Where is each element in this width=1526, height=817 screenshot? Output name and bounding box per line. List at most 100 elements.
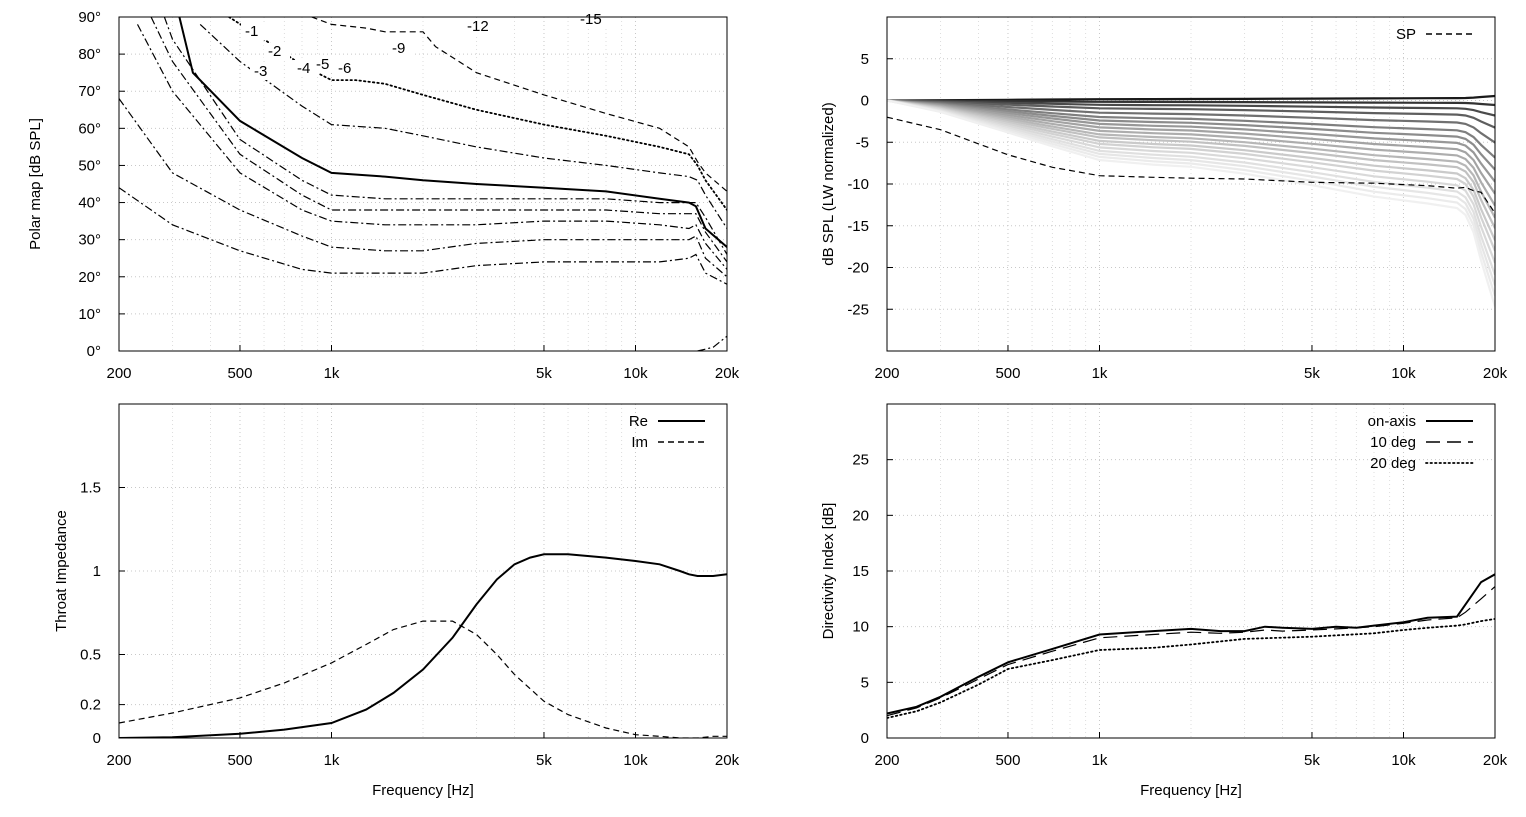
- y-tick-label: -10: [847, 176, 869, 193]
- y-axis-label: dB SPL (LW normalized): [820, 102, 837, 265]
- panel-polar: 200 500 1k 5k 10k 20k 0° 10° 20° 30° 40° 50° 60° 70° 8…: [27, 9, 740, 382]
- polar-angle-curve: [887, 99, 1495, 144]
- polar-angle-curve: [887, 99, 1495, 252]
- contour-label-bg: [312, 56, 338, 73]
- x-axis-label: Frequency [Hz]: [372, 782, 474, 799]
- legend-label: Re: [629, 413, 648, 430]
- polar-angle-curve: [887, 99, 1495, 207]
- polar-angle-curve: [887, 99, 1495, 307]
- contour-label-bg: [250, 63, 276, 80]
- x-tick-label: 20k: [1483, 365, 1508, 382]
- x-tick-label: 5k: [536, 365, 552, 382]
- polar-angle-curve: [887, 99, 1495, 195]
- legend-label: SP: [1396, 26, 1416, 43]
- x-tick-label: 5k: [1304, 752, 1320, 769]
- y-tick-label: 80°: [78, 46, 101, 63]
- x-tick-label: 500: [995, 365, 1020, 382]
- y-tick-label: -20: [847, 260, 869, 277]
- y-tick-label: 1.5: [80, 480, 101, 497]
- polar-angle-curve: [887, 99, 1495, 129]
- polar-angle-curve: [887, 99, 1495, 241]
- polar-angle-curve: [887, 99, 1495, 107]
- series-3-line: [136, 24, 727, 270]
- y-tick-label: 0: [861, 730, 869, 747]
- polar-angle-curve: [887, 99, 1495, 276]
- y-tick-label: 40°: [78, 195, 101, 212]
- plot-frame: [886, 403, 1496, 739]
- y-tick-label: 70°: [78, 83, 101, 100]
- x-tick-label: 200: [106, 752, 131, 769]
- x-tick-label: 10k: [1391, 752, 1416, 769]
- legend-label: on-axis: [1368, 413, 1416, 430]
- series-4-line: [150, 17, 727, 263]
- contour-label: -6: [338, 60, 351, 77]
- x-tick-label: 500: [227, 752, 252, 769]
- plot-frame: [118, 403, 728, 739]
- x-tick-label: 200: [106, 365, 131, 382]
- y-tick-label: 5: [861, 674, 869, 691]
- contour-label-bg: [334, 60, 360, 77]
- series-15-line: [311, 17, 727, 192]
- y-tick-label: 0: [861, 93, 869, 110]
- y-tick-label: -15: [847, 218, 869, 235]
- x-tick-label: 1k: [1092, 365, 1108, 382]
- y-tick-label: 5: [861, 51, 869, 68]
- polar-angle-curve: [887, 99, 1495, 171]
- polar-angle-curve: [887, 99, 1495, 286]
- x-axis-label: Frequency [Hz]: [1140, 782, 1242, 799]
- plot-frame: [886, 16, 1496, 352]
- y-tick-label: 90°: [78, 9, 101, 26]
- y-axis-label: Throat Impedance: [53, 510, 70, 632]
- polar-angle-curve: [887, 99, 1495, 183]
- contour-label: -1: [245, 23, 258, 40]
- x-tick-label: 1k: [324, 752, 340, 769]
- contour-label-bg: [264, 43, 290, 60]
- panel-impedance: 200 500 1k 5k 10k 20k 0 0.2 0.5 1 1.5 Throat Impeda…: [53, 403, 740, 799]
- x-tick-label: 500: [995, 752, 1020, 769]
- x-tick-label: 10k: [623, 752, 648, 769]
- y-tick-label: 10°: [78, 306, 101, 323]
- series-5-line: [163, 17, 727, 255]
- x-tick-label: 200: [874, 752, 899, 769]
- y-tick-label: 1: [93, 563, 101, 580]
- x-tick-label: 20k: [715, 752, 740, 769]
- polar-angle-curve: [887, 99, 1495, 264]
- y-tick-label: -5: [856, 134, 869, 151]
- y-tick-label: 50°: [78, 157, 101, 174]
- contour-label: -2: [268, 43, 281, 60]
- x-tick-label: 10k: [1391, 365, 1416, 382]
- contour-label: -12: [467, 18, 489, 35]
- y-tick-label: 60°: [78, 120, 101, 137]
- x-tick-label: 20k: [1483, 752, 1508, 769]
- y-tick-label: 10: [852, 619, 869, 636]
- series-9-line: [199, 23, 727, 229]
- polar-angle-curve: [887, 99, 1495, 219]
- y-tick-label: 20°: [78, 269, 101, 286]
- polar-angle-curve: [887, 99, 1495, 229]
- x-tick-label: 500: [227, 365, 252, 382]
- y-axis-label: Directivity Index [dB]: [820, 503, 837, 640]
- series-2-line: [119, 98, 727, 278]
- x-tick-label: 5k: [536, 752, 552, 769]
- contour-label: -3: [254, 63, 267, 80]
- contour-label-bg: [388, 40, 414, 57]
- plot-area: [119, 553, 727, 738]
- contour-label: -9: [392, 40, 405, 57]
- x-tick-label: 1k: [1092, 752, 1108, 769]
- x-tick-label: 20k: [715, 365, 740, 382]
- y-tick-label: 30°: [78, 232, 101, 249]
- contour-label-bg: [463, 18, 498, 35]
- series-bottom-line: [697, 335, 727, 351]
- y-tick-label: 20: [852, 507, 869, 524]
- series-onaxis-line: [887, 573, 1495, 715]
- polar-angle-curve: [887, 99, 1495, 159]
- x-tick-label: 1k: [324, 365, 340, 382]
- y-tick-label: -25: [847, 301, 869, 318]
- polar-angle-curve: [887, 99, 1495, 297]
- contour-label: -4: [297, 60, 310, 77]
- y-tick-label: 0.5: [80, 647, 101, 664]
- y-axis-label: Polar map [dB SPL]: [27, 118, 44, 250]
- y-tick-label: 0°: [87, 343, 101, 360]
